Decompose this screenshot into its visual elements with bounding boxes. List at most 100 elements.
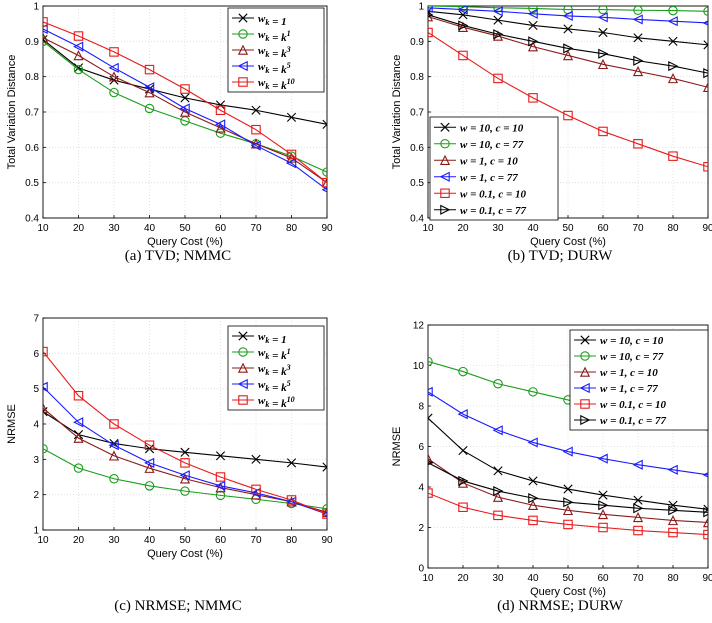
data-point (633, 525, 643, 536)
data-point (703, 162, 708, 172)
data-point (180, 93, 190, 103)
data-point (43, 402, 49, 413)
data-point (322, 167, 327, 177)
data-point (598, 126, 608, 137)
data-point (562, 446, 573, 457)
data-point (633, 139, 643, 149)
y-tick-label: 0 (418, 564, 424, 575)
data-point (215, 105, 226, 115)
data-point (598, 522, 608, 533)
data-point (322, 504, 327, 514)
legend-marker (238, 347, 248, 357)
data-point (458, 50, 468, 61)
series-line (43, 407, 327, 513)
data-point (597, 12, 608, 23)
legend-label: wk = k10 (258, 395, 295, 410)
y-tick-label: 1 (418, 2, 424, 13)
legend-marker (238, 13, 248, 23)
x-tick-label: 90 (321, 223, 333, 234)
data-point (144, 440, 155, 450)
x-tick-label: 10 (37, 223, 49, 234)
data-point (428, 11, 434, 22)
data-point (527, 437, 538, 448)
x-tick-label: 50 (179, 535, 191, 546)
data-point (457, 409, 468, 420)
data-point (109, 474, 119, 484)
legend-marker (238, 29, 248, 39)
data-point (563, 43, 574, 54)
data-point (668, 505, 679, 516)
panel-d: 10 20 30 40 50 60 70 80 90 0 2 4 6 8 10 12 Query Cost (%… (391, 321, 712, 615)
data-point (144, 481, 155, 491)
data-point (43, 32, 49, 43)
legend-label: w = 1, c = 77 (600, 383, 658, 395)
data-point (563, 497, 574, 508)
data-point (43, 381, 48, 392)
legend-label: wk = k10 (258, 77, 295, 92)
legend-label: wk = 1 (258, 331, 287, 346)
x-tick-label: 80 (286, 535, 298, 546)
series-line (428, 458, 708, 523)
panel-b: 10 20 30 40 50 60 70 80 90 0.4 0.5 0.6 0.7 0.8 0.9 1 Que… (391, 2, 712, 265)
data-point (73, 432, 84, 443)
data-point (667, 73, 679, 84)
data-point (250, 140, 261, 151)
data-point (73, 63, 84, 73)
data-point (493, 510, 503, 521)
data-point (598, 27, 608, 38)
data-point (458, 475, 469, 487)
y-tick-label: 0.9 (25, 37, 39, 48)
series-line (43, 351, 327, 515)
data-point (597, 508, 609, 520)
data-point (703, 6, 708, 17)
data-point (667, 464, 678, 475)
data-point (428, 453, 434, 464)
data-point (250, 489, 262, 500)
data-point (668, 527, 678, 538)
y-tick-label: 1 (33, 526, 39, 537)
y-tick-label: 0.8 (25, 72, 39, 83)
panel-caption: (a) TVD; NMMC (125, 248, 231, 264)
x-tick-label: 60 (597, 223, 609, 234)
data-point (215, 451, 226, 461)
y-axis-label: NRMSE (6, 404, 18, 444)
data-point (251, 105, 261, 115)
data-point (493, 378, 503, 389)
data-point (286, 149, 297, 160)
legend-marker (237, 362, 249, 373)
data-point (43, 346, 48, 357)
data-point (597, 453, 608, 464)
data-point (321, 506, 327, 518)
data-point (493, 29, 504, 40)
x-tick-label: 50 (179, 223, 191, 234)
data-point (108, 450, 120, 461)
data-point (428, 356, 433, 367)
data-point (179, 470, 190, 481)
data-point (322, 509, 327, 519)
data-point (457, 477, 469, 488)
series-line (43, 386, 327, 515)
y-tick-label: 0.5 (410, 178, 424, 189)
panel-caption: (b) TVD; DURW (508, 248, 614, 264)
data-point (286, 458, 297, 468)
data-point (73, 41, 84, 52)
x-tick-label: 80 (667, 223, 679, 234)
data-point (563, 484, 573, 494)
data-point (598, 500, 609, 511)
x-tick-label: 10 (37, 535, 49, 546)
x-tick-label: 80 (667, 573, 679, 584)
y-tick-label: 0.8 (410, 72, 424, 83)
legend-label: w = 10, c = 77 (460, 139, 524, 151)
data-point (73, 50, 84, 61)
data-point (493, 466, 503, 476)
x-axis-label: Query Cost (%) (530, 586, 606, 598)
y-tick-label: 0.7 (25, 108, 39, 119)
panel-a: 10 20 30 40 50 60 70 80 90 0.4 0.5 0.6 0.7 0.8 0.9 1 Que… (6, 2, 333, 265)
x-tick-label: 10 (422, 573, 434, 584)
y-tick-label: 3 (33, 455, 39, 466)
legend-marker (237, 60, 248, 72)
data-point (528, 93, 538, 103)
data-point (633, 33, 643, 43)
data-point (73, 31, 84, 41)
